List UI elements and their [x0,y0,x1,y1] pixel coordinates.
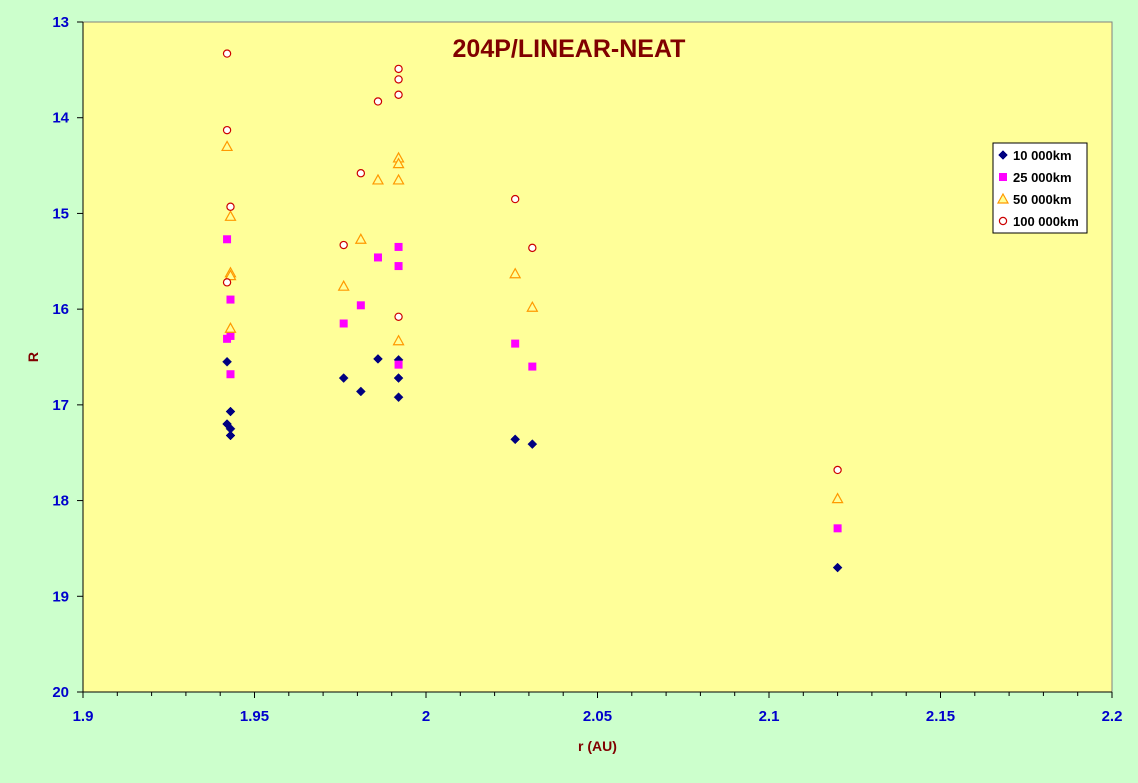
point-25-000km [226,295,235,304]
legend-label-100-000km: 100 000km [1013,214,1079,229]
point-50-000km [221,140,234,152]
point-25-000km [394,242,403,251]
legend-label-25-000km: 25 000km [1013,170,1072,185]
point-100-000km [394,75,403,84]
legend-label-50-000km: 50 000km [1013,192,1072,207]
point-100-000km [339,240,348,250]
point-100-000km [528,243,537,253]
point-100-000km [394,312,403,321]
point-50-000km [224,269,237,281]
plot-area [82,21,1113,693]
legend-marker-25-000km [999,173,1007,181]
point-10-000km [222,356,232,367]
point-50-000km [392,334,405,346]
point-100-000km [356,169,366,178]
y-tick-label: 19 [52,588,69,605]
legend-box [992,142,1088,234]
point-50-000km [392,157,405,169]
legend-marker-100-000km [998,216,1008,226]
x-tick-label: 2.15 [926,708,955,725]
point-100-000km [222,125,232,135]
point-25-000km [833,524,842,533]
point-100-000km [226,202,235,211]
x-tick-label: 2.2 [1102,708,1123,725]
chart-title: 204P/LINEAR-NEAT [453,35,686,63]
point-10-000km [373,354,383,364]
point-25-000km [223,235,232,244]
point-50-000km [224,210,237,221]
point-100-000km [222,49,232,58]
y-tick-label: 14 [52,110,69,127]
point-25-000km [223,334,232,343]
y-tick-label: 20 [52,684,69,701]
y-tick-label: 13 [52,14,69,31]
point-25-000km [528,362,537,371]
legend-marker-50-000km [996,192,1010,204]
point-50-000km [337,279,350,291]
point-10-000km [527,439,538,449]
point-10-000km [338,373,349,383]
point-100-000km [373,97,383,106]
y-tick-label: 17 [52,397,69,414]
point-50-000km [371,173,384,185]
point-100-000km [833,465,842,475]
point-100-000km [222,278,232,287]
y-tick-label: 15 [52,205,69,222]
point-50-000km [526,300,539,312]
point-10-000km [355,386,366,397]
x-axis-label: r (AU) [578,738,617,754]
point-50-000km [224,322,237,333]
point-10-000km [225,406,236,417]
point-100-000km [394,64,403,74]
point-10-000km [510,434,521,445]
point-25-000km [373,253,382,262]
x-tick-label: 1.95 [240,708,269,725]
y-axis-label: R [25,352,41,362]
point-50-000km [354,233,367,244]
point-50-000km [831,492,844,504]
x-tick-label: 1.9 [73,708,94,725]
point-25-000km [394,262,403,271]
point-100-000km [510,194,520,204]
x-tick-label: 2.05 [583,708,612,725]
point-10-000km [393,373,404,383]
point-100-000km [394,90,403,99]
point-25-000km [226,370,235,379]
point-25-000km [511,339,520,348]
x-tick-label: 2 [422,708,430,725]
legend-label-10-000km: 10 000km [1013,148,1072,163]
y-tick-label: 18 [52,493,69,510]
point-10-000km [225,430,236,441]
point-10-000km [832,562,843,573]
point-25-000km [394,360,403,369]
legend-marker-10-000km [998,150,1008,160]
y-tick-label: 16 [52,301,69,318]
point-50-000km [392,173,405,185]
point-25-000km [339,319,348,328]
x-tick-label: 2.1 [759,708,780,725]
point-25-000km [356,301,365,310]
point-50-000km [509,267,522,279]
point-10-000km [393,392,404,403]
